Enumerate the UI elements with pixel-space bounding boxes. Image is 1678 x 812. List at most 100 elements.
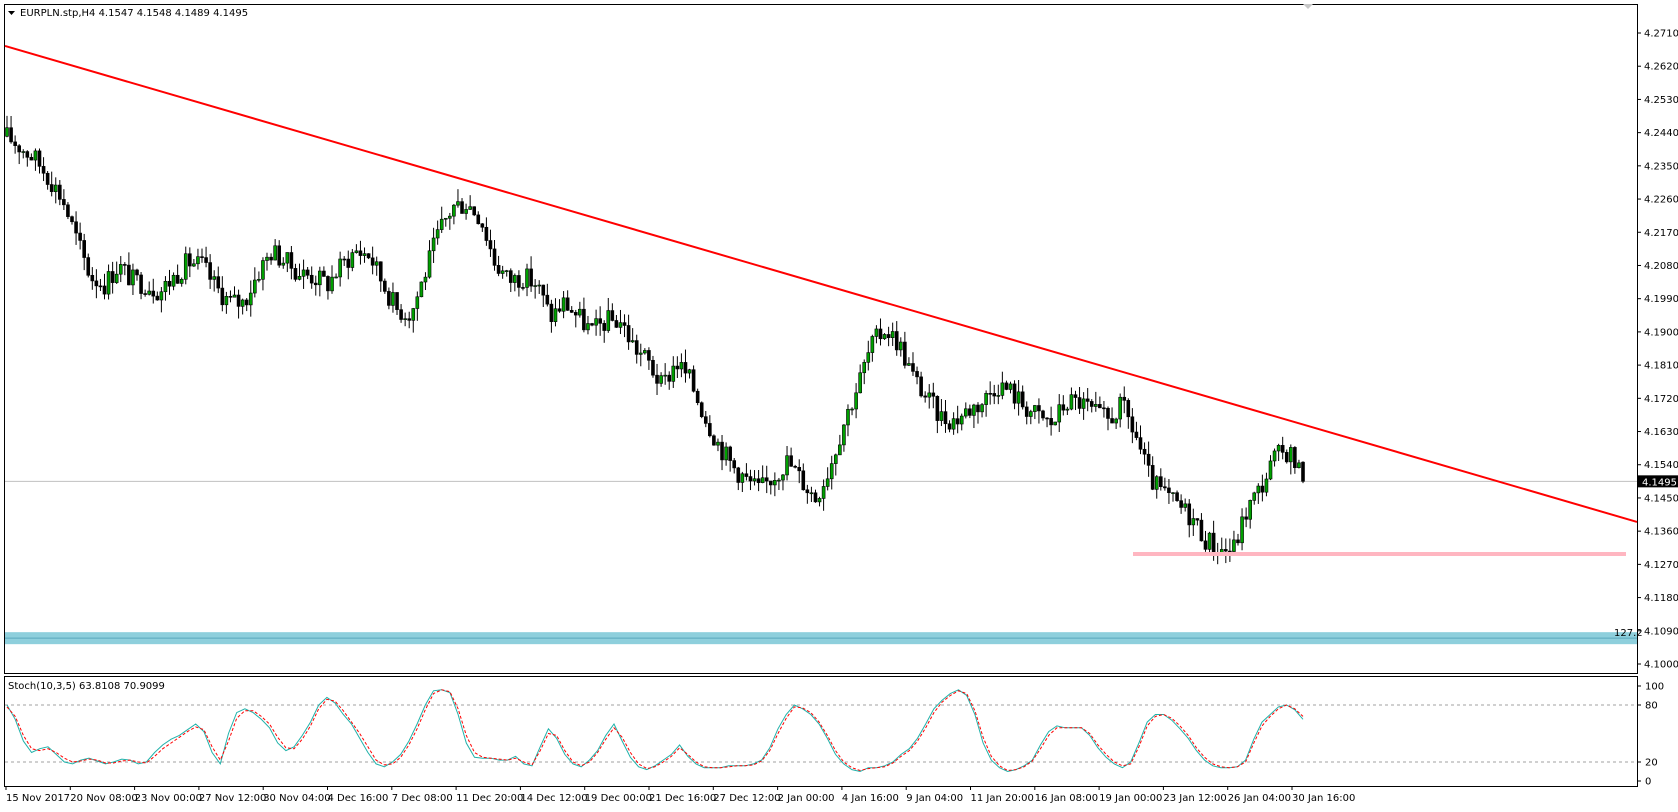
bull-candle xyxy=(448,215,452,219)
bull-candle xyxy=(687,369,692,374)
bear-candle xyxy=(37,150,42,167)
stochastic-signal-line xyxy=(6,689,1304,772)
bull-candle xyxy=(354,250,359,253)
bear-candle xyxy=(813,492,818,503)
price-tick-label: 4.1810 xyxy=(1644,361,1678,372)
bull-candle xyxy=(874,328,879,337)
triangle-down-icon[interactable] xyxy=(8,11,15,15)
chart-shift-marker-icon[interactable] xyxy=(1303,4,1313,9)
time-tick-label: 4 Dec 16:00 xyxy=(328,793,389,804)
bull-candle xyxy=(106,271,111,295)
bull-candle xyxy=(468,206,472,210)
bear-candle xyxy=(49,184,54,192)
bear-candle xyxy=(244,299,249,306)
bull-candle xyxy=(212,276,216,280)
price-tick-label: 4.2080 xyxy=(1644,261,1678,272)
bear-candle xyxy=(366,253,371,259)
bear-candle xyxy=(1228,550,1232,553)
bear-candle xyxy=(878,328,883,340)
price-tick-label: 4.1540 xyxy=(1644,460,1678,471)
bear-candle xyxy=(1024,406,1029,417)
bear-candle xyxy=(1150,465,1155,490)
bull-candle xyxy=(196,256,200,265)
bear-candle xyxy=(748,476,753,482)
bear-candle xyxy=(655,374,659,384)
bull-candle xyxy=(261,260,265,280)
bear-candle xyxy=(90,275,95,282)
bear-candle xyxy=(460,201,464,214)
bear-candle xyxy=(1098,404,1102,409)
bull-candle xyxy=(1000,382,1005,396)
bear-candle xyxy=(1122,396,1127,401)
bear-candle xyxy=(155,295,160,301)
bear-candle xyxy=(573,312,578,316)
bull-candle xyxy=(984,393,988,405)
price-tick-label: 4.2440 xyxy=(1644,128,1678,139)
bear-candle xyxy=(886,334,891,338)
bull-candle xyxy=(415,296,420,309)
current-price-box xyxy=(1638,475,1678,488)
bull-candle xyxy=(1154,476,1159,490)
bear-candle xyxy=(167,280,172,287)
bull-candle xyxy=(854,392,858,410)
bear-candle xyxy=(508,270,513,283)
bear-candle xyxy=(1244,516,1248,520)
bear-candle xyxy=(94,280,99,287)
bear-candle xyxy=(992,393,997,397)
bear-candle xyxy=(923,395,927,398)
bear-candle xyxy=(1130,416,1135,433)
bull-candle xyxy=(659,375,663,384)
price-tick-label: 4.2350 xyxy=(1644,161,1678,172)
bear-candle xyxy=(1175,492,1179,501)
bear-candle xyxy=(1195,518,1200,521)
bull-candle xyxy=(643,350,647,354)
time-tick-label: 2 Jan 00:00 xyxy=(778,793,835,804)
current-price-label: 4.1495 xyxy=(1642,477,1677,488)
bull-candle xyxy=(285,252,290,264)
bull-candle xyxy=(1016,391,1021,404)
bear-candle xyxy=(1211,532,1216,553)
bear-candle xyxy=(1199,519,1204,542)
bear-candle xyxy=(62,199,66,206)
bull-candle xyxy=(862,362,867,374)
price-tick-label: 4.2170 xyxy=(1644,228,1678,239)
bull-candle xyxy=(411,308,416,321)
bear-candle xyxy=(598,318,602,324)
price-tick-label: 4.1180 xyxy=(1644,593,1678,604)
bear-candle xyxy=(370,257,375,266)
bull-candle xyxy=(594,318,598,326)
time-tick-label: 27 Dec 12:00 xyxy=(713,793,780,804)
symbol-header: EURPLN.stp,H4 4.1547 4.1548 4.1489 4.149… xyxy=(20,8,248,19)
bear-candle xyxy=(13,141,17,146)
time-tick-label: 11 Dec 20:00 xyxy=(456,793,523,804)
bull-candle xyxy=(752,478,757,482)
bull-candle xyxy=(374,261,379,266)
bear-candle xyxy=(488,240,493,250)
bear-candle xyxy=(200,256,204,258)
bear-candle xyxy=(208,262,212,280)
bear-candle xyxy=(988,393,992,395)
bull-candle xyxy=(996,395,1001,397)
bull-candle xyxy=(500,270,505,274)
bear-candle xyxy=(894,331,899,351)
bear-candle xyxy=(1110,418,1114,424)
bear-candle xyxy=(549,303,554,322)
bear-candle xyxy=(58,184,62,200)
bear-candle xyxy=(326,276,330,292)
bull-candle xyxy=(183,253,188,280)
bull-candle xyxy=(1069,394,1074,410)
bull-candle xyxy=(630,340,635,343)
stochastic-frame xyxy=(4,676,1638,787)
bear-candle xyxy=(801,470,806,491)
bull-candle xyxy=(118,264,123,275)
downtrend-line[interactable] xyxy=(4,44,1638,523)
bear-candle xyxy=(66,204,70,217)
bear-candle xyxy=(74,221,78,234)
bear-candle xyxy=(135,269,139,276)
bull-candle xyxy=(171,274,176,287)
bear-candle xyxy=(1284,452,1289,463)
bull-candle xyxy=(679,362,684,370)
bear-candle xyxy=(17,145,21,153)
bull-candle xyxy=(939,411,944,421)
